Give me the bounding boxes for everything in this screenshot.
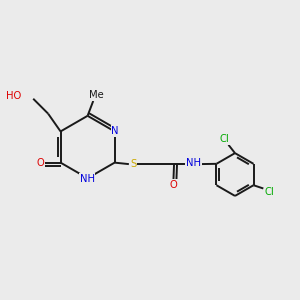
Text: NH: NH — [80, 173, 95, 184]
Text: NH: NH — [186, 158, 201, 168]
Text: Me: Me — [88, 90, 103, 100]
Text: Cl: Cl — [220, 134, 230, 144]
Text: N: N — [112, 126, 119, 136]
Text: O: O — [37, 158, 44, 168]
Text: HO: HO — [6, 91, 21, 101]
Text: O: O — [169, 180, 177, 190]
Text: S: S — [130, 159, 136, 169]
Text: Cl: Cl — [264, 187, 274, 197]
